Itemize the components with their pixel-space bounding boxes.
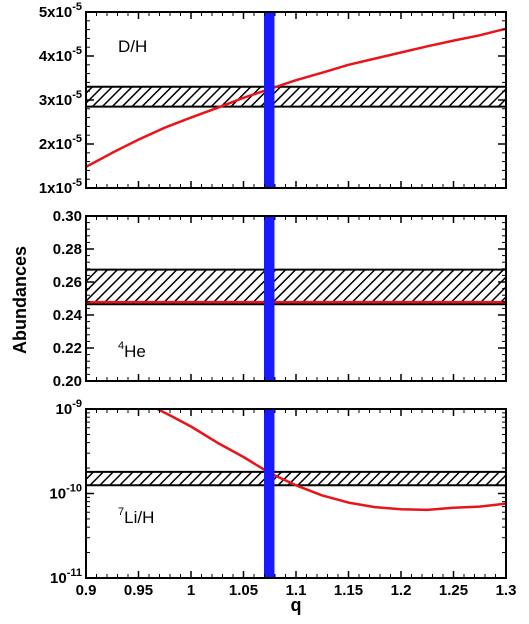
he-y-tick-label: 0.30 bbox=[53, 208, 82, 225]
he-q-constraint-band bbox=[263, 216, 275, 381]
he-y-tick-label: 0.20 bbox=[53, 373, 82, 390]
y-tick-mantissa: 10 bbox=[56, 401, 73, 418]
dh-y-tick-label: 4x10-5 bbox=[39, 45, 82, 65]
li-observed-band bbox=[86, 471, 506, 486]
y-tick-mantissa: 4x10 bbox=[39, 48, 72, 65]
y-tick-exponent: -10 bbox=[66, 483, 82, 495]
dh-theory-line bbox=[85, 27, 507, 169]
x-tick-label: 1.25 bbox=[439, 582, 468, 599]
dh-panel-label: D/H bbox=[118, 37, 147, 56]
y-tick-exponent: -5 bbox=[72, 45, 82, 57]
li-y-tick-label: 10-9 bbox=[56, 398, 82, 418]
x-tick-label: 1 bbox=[187, 582, 195, 599]
x-tick-label: 1.1 bbox=[286, 582, 307, 599]
y-tick-exponent: -5 bbox=[72, 177, 82, 189]
panel-label-text: Li/H bbox=[124, 508, 154, 527]
li-q-constraint-band bbox=[263, 409, 275, 578]
y-tick-exponent: -9 bbox=[72, 398, 82, 410]
x-tick-label: 1.2 bbox=[391, 582, 412, 599]
x-tick-label: 1.3 bbox=[496, 582, 517, 599]
dh-y-tick-label: 5x10-5 bbox=[39, 1, 82, 21]
x-tick-label: 0.9 bbox=[76, 582, 97, 599]
dh-q-constraint-band bbox=[263, 12, 275, 188]
y-tick-mantissa: 1x10 bbox=[39, 180, 72, 197]
y-tick-mantissa: 10 bbox=[50, 570, 67, 587]
y-tick-exponent: -5 bbox=[72, 89, 82, 101]
x-axis-title: q bbox=[291, 595, 302, 615]
li-panel-label: 7Li/H bbox=[118, 506, 154, 527]
panel-label-superscript: 7 bbox=[118, 506, 124, 518]
panel-label-text: He bbox=[124, 342, 146, 361]
li-panel-frame bbox=[85, 408, 507, 579]
li-y-tick-label: 10-11 bbox=[50, 567, 82, 587]
y-axis-title: Abundances bbox=[10, 246, 30, 354]
y-tick-exponent: -11 bbox=[67, 567, 82, 579]
li-theory-line bbox=[156, 407, 507, 512]
panel-label-superscript: 4 bbox=[118, 340, 124, 352]
x-tick-label: 0.95 bbox=[124, 582, 153, 599]
he-panel-label: 4He bbox=[118, 340, 146, 361]
he-observed-band bbox=[86, 269, 506, 305]
he-y-tick-label: 0.28 bbox=[53, 241, 82, 258]
y-tick-mantissa: 3x10 bbox=[39, 92, 72, 109]
y-tick-mantissa: 5x10 bbox=[39, 4, 72, 21]
he-y-tick-label: 0.26 bbox=[53, 274, 82, 291]
dh-y-tick-label: 1x10-5 bbox=[39, 177, 82, 197]
y-tick-mantissa: 10 bbox=[49, 486, 66, 503]
dh-observed-band bbox=[86, 86, 506, 107]
y-tick-exponent: -5 bbox=[72, 1, 82, 13]
x-tick-label: 1.15 bbox=[334, 582, 363, 599]
he-y-tick-label: 0.22 bbox=[53, 340, 82, 357]
li-y-tick-label: 10-10 bbox=[49, 483, 82, 503]
dh-y-tick-label: 3x10-5 bbox=[39, 89, 82, 109]
dh-y-tick-label: 2x10-5 bbox=[39, 133, 82, 153]
he-y-tick-label: 0.24 bbox=[53, 307, 83, 324]
y-tick-exponent: -5 bbox=[72, 133, 82, 145]
y-tick-mantissa: 2x10 bbox=[39, 136, 72, 153]
x-tick-label: 1.05 bbox=[229, 582, 258, 599]
